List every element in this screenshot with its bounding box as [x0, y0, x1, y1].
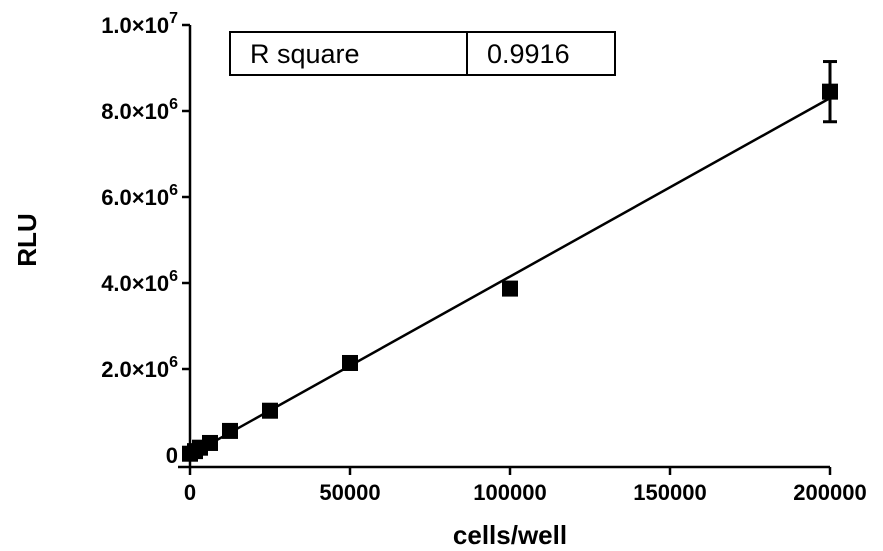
x-tick-label: 0: [184, 480, 196, 505]
fit-line-layer: [189, 97, 831, 457]
data-point: [262, 402, 278, 419]
legend-label: R square: [250, 39, 360, 69]
legend-value: 0.9916: [487, 39, 570, 69]
y-axis-title: RLU: [12, 213, 42, 266]
x-tick-label: 100000: [473, 480, 546, 505]
x-tick-label: 150000: [633, 480, 706, 505]
y-tick-label: 4.0×106: [101, 268, 178, 296]
data-point: [822, 83, 838, 100]
data-point: [502, 280, 518, 297]
axes: [178, 25, 830, 469]
y-tick-label: 8.0×106: [101, 96, 178, 124]
fit-line: [189, 97, 831, 457]
y-tick-label: 0: [166, 443, 178, 468]
y-tick-label: 2.0×106: [101, 354, 178, 382]
data-point: [202, 434, 218, 451]
x-axis-title: cells/well: [453, 520, 567, 550]
y-axis-ticks: 0 2.0×106 4.0×106 6.0×106 8.0×106 1.0×107: [101, 10, 190, 468]
x-axis-ticks: 0 50000 100000 150000 200000: [184, 467, 867, 505]
y-tick-label: 6.0×106: [101, 182, 178, 210]
data-point: [222, 422, 238, 439]
x-tick-label: 200000: [793, 480, 866, 505]
x-tick-label: 50000: [319, 480, 380, 505]
data-point: [342, 354, 358, 371]
legend-border: [229, 31, 616, 76]
y-tick-label: 1.0×107: [101, 10, 178, 38]
legend-box: R square 0.9916: [229, 31, 616, 76]
